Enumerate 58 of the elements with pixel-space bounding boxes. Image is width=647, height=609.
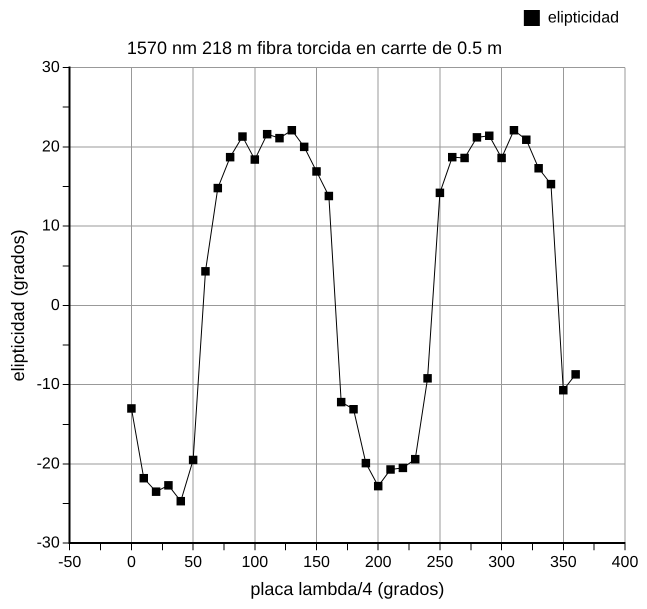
point [534, 164, 543, 173]
y-tick-label: 20 [42, 138, 60, 156]
point [188, 456, 198, 464]
point [374, 482, 382, 490]
y-tick-label: -10 [36, 376, 60, 394]
x-axis-title: placa lambda/4 (grados) [250, 579, 444, 600]
point [362, 458, 370, 468]
x-tick-label: 300 [488, 554, 516, 572]
point [288, 126, 296, 134]
y-tick-label: 10 [42, 218, 60, 235]
x-tick-label: 50 [184, 554, 202, 572]
y-axis-title: elipticidad (grados) [8, 229, 28, 382]
point [300, 142, 308, 152]
point [423, 374, 432, 383]
point [497, 154, 506, 162]
point [349, 404, 358, 414]
point [127, 404, 136, 413]
point [510, 126, 518, 134]
y-tick-label: 0 [50, 296, 60, 314]
point [201, 267, 210, 276]
point [214, 184, 222, 192]
point [571, 370, 580, 379]
point [176, 496, 186, 506]
point [275, 134, 284, 142]
point [140, 474, 148, 482]
point [436, 188, 444, 198]
x-tick-label: 150 [303, 554, 330, 572]
x-tick-label: 350 [550, 554, 577, 572]
point [336, 398, 346, 406]
x-tick-label: 100 [241, 554, 268, 572]
point [152, 487, 160, 496]
point [546, 180, 556, 188]
x-tick-label: 400 [612, 554, 638, 572]
point [250, 155, 260, 164]
chart-title: 1570 nm 218 m fibra torcida en carrte de 0.5 m [126, 38, 502, 58]
point [386, 465, 395, 474]
point [226, 152, 234, 162]
point [398, 464, 408, 472]
y-tick-label: 30 [42, 59, 60, 76]
point [485, 132, 494, 140]
point [460, 154, 469, 162]
point [559, 386, 568, 394]
point [324, 192, 334, 200]
point [164, 481, 173, 490]
y-tick-label: -20 [36, 455, 60, 472]
point [410, 454, 420, 464]
x-tick-label: 200 [364, 554, 392, 572]
legend-label: elipticidad [548, 9, 619, 26]
x-tick-label: 250 [426, 554, 454, 572]
x-tick-label: -50 [58, 554, 82, 572]
y-tick-label: -30 [36, 534, 60, 552]
point [238, 132, 247, 141]
point [448, 152, 456, 162]
point [262, 130, 272, 138]
point [472, 133, 482, 142]
x-tick-label: 0 [126, 554, 136, 572]
point [312, 167, 321, 176]
point [522, 135, 531, 144]
